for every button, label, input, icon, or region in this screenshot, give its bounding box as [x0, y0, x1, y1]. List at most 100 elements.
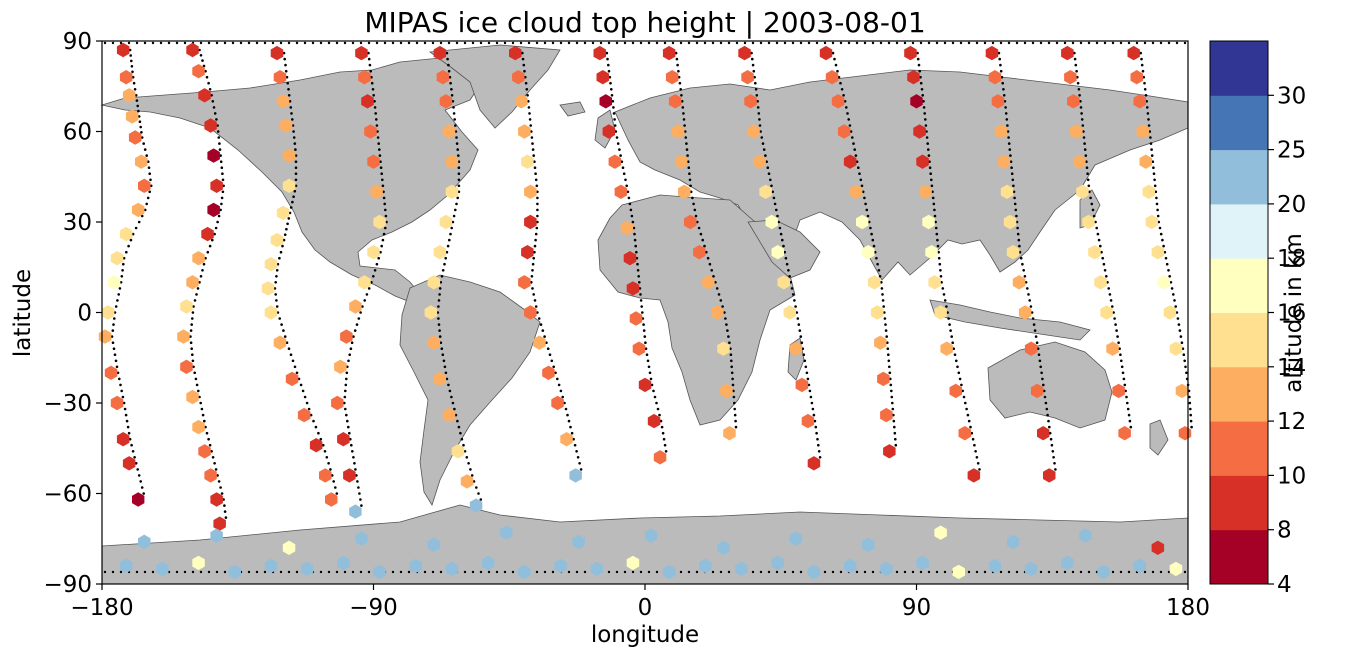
orbit-dot	[344, 407, 347, 411]
orbit-dot	[758, 118, 761, 121]
orbit-dot	[772, 196, 776, 200]
orbit-dot	[1063, 41, 1067, 45]
orbit-dot	[379, 160, 382, 163]
orbit-dot	[943, 299, 947, 302]
orbit-dot	[113, 353, 117, 357]
orbit-dot	[640, 305, 643, 308]
orbit-dot	[206, 250, 210, 254]
orbit-dot	[619, 154, 622, 157]
orbit-dot	[351, 450, 354, 453]
orbit-dot	[208, 88, 212, 91]
cloud-marker	[138, 178, 151, 193]
orbit-dot	[214, 468, 218, 471]
orbit-dot	[372, 94, 376, 97]
orbit-dot	[807, 383, 811, 387]
cloud-marker	[629, 311, 643, 326]
orbit-dot	[1045, 407, 1049, 411]
orbit-dot	[1051, 450, 1055, 453]
orbit-dot	[457, 184, 461, 188]
orbit-dot	[452, 112, 456, 115]
orbit-dot	[1023, 41, 1027, 45]
cloud-marker	[675, 154, 688, 169]
orbit-dot	[790, 287, 794, 290]
orbit-dot	[305, 401, 309, 405]
orbit-dot	[1079, 100, 1082, 103]
orbit-dot	[1021, 262, 1024, 266]
orbit-dot	[450, 88, 453, 91]
orbit-dot	[641, 311, 644, 314]
cloud-marker	[671, 124, 685, 139]
orbit-dot	[631, 220, 635, 224]
orbit-dot	[1016, 226, 1019, 230]
orbit-dot	[437, 299, 441, 302]
orbit-dot	[211, 456, 215, 459]
orbit-dot	[870, 232, 873, 236]
orbit-dot	[575, 570, 579, 574]
orbit-dot	[609, 81, 612, 85]
orbit-dot	[733, 413, 737, 417]
cloud-marker	[1151, 245, 1165, 260]
orbit-dot	[1054, 468, 1057, 471]
cloud-marker	[282, 178, 296, 193]
orbit-dot	[999, 69, 1003, 73]
cloud-marker	[807, 456, 821, 471]
orbit-dot	[116, 371, 120, 375]
orbit-dot	[1127, 41, 1131, 45]
orbit-dot	[349, 437, 352, 441]
orbit-dot	[531, 287, 534, 290]
orbit-dot	[129, 238, 133, 242]
cloud-marker	[1106, 341, 1119, 356]
orbit-dot	[111, 341, 115, 345]
cloud-marker	[1024, 561, 1038, 577]
cloud-marker	[518, 275, 531, 290]
orbit-dot	[556, 377, 559, 381]
orbit-dot	[679, 41, 683, 45]
orbit-dot	[534, 178, 538, 182]
orbit-dot	[194, 377, 198, 381]
orbit-dot	[350, 443, 353, 447]
orbit-dot	[343, 570, 347, 574]
orbit-dot	[219, 160, 223, 163]
orbit-dot	[294, 166, 298, 169]
orbit-dot	[439, 341, 443, 345]
orbit-dot	[247, 41, 251, 45]
orbit-dot	[831, 570, 835, 574]
cloud-marker	[198, 444, 211, 459]
orbit-dot	[729, 353, 733, 357]
cloud-marker	[439, 94, 453, 109]
cloud-marker	[1139, 154, 1152, 169]
orbit-dot	[934, 226, 938, 230]
orbit-dot	[1000, 75, 1004, 79]
orbit-dot	[1019, 256, 1023, 260]
cloud-marker	[1070, 124, 1083, 139]
orbit-dot	[543, 335, 546, 338]
orbit-dot	[639, 299, 643, 302]
orbit-dot	[806, 377, 810, 381]
orbit-dot	[627, 196, 631, 200]
orbit-dot	[199, 41, 203, 45]
orbit-dot	[814, 425, 818, 429]
cloud-marker	[367, 245, 380, 260]
cloud-marker	[919, 184, 932, 199]
orbit-dot	[1013, 196, 1016, 200]
orbit-dot	[307, 407, 311, 411]
orbit-dot	[373, 100, 376, 103]
orbit-dot	[847, 41, 851, 45]
orbit-dot	[280, 323, 283, 326]
cloud-marker	[509, 45, 522, 61]
orbit-dot	[211, 238, 214, 242]
cloud-marker	[427, 275, 441, 290]
orbit-dot	[189, 335, 192, 338]
orbit-dot	[798, 329, 802, 332]
orbit-dot	[122, 256, 126, 260]
orbit-dot	[149, 178, 152, 182]
cloud-marker	[994, 124, 1008, 139]
orbit-dot	[775, 41, 779, 45]
orbit-dot	[1183, 41, 1187, 45]
orbit-dot	[1173, 299, 1176, 302]
orbit-dot	[223, 504, 226, 507]
orbit-dot	[349, 347, 353, 351]
cloud-marker	[988, 558, 1002, 574]
orbit-dot	[751, 63, 755, 67]
orbit-dot	[531, 269, 534, 272]
